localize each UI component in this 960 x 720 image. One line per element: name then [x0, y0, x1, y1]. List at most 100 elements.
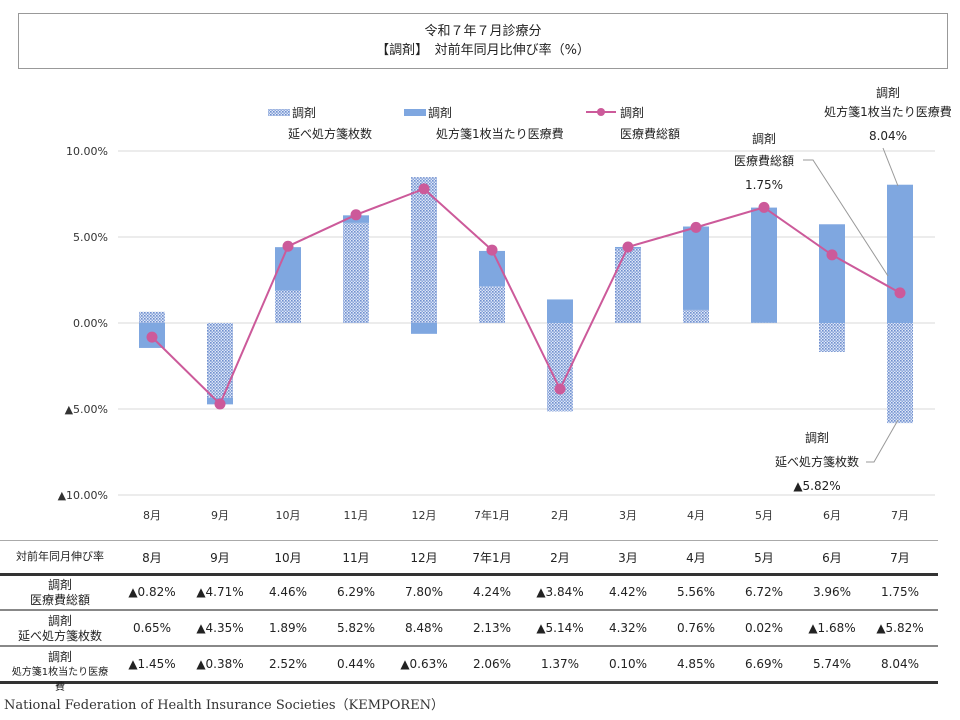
bar-cost-per-prescription [411, 323, 437, 334]
table-row-label: 調剤 医療費総額 [8, 578, 112, 608]
table-month-header: 8月 [142, 551, 162, 565]
legend-swatch [268, 109, 290, 116]
annotation-label: 医療費総額 [734, 153, 794, 168]
table-cell: 2.13% [472, 621, 512, 635]
table-cell: 7.80% [404, 585, 444, 599]
line-total-cost [151, 187, 901, 406]
table-month-header: 4月 [686, 551, 706, 565]
bar-prescription-count [411, 177, 437, 323]
table-cell: ▲0.82% [128, 585, 176, 599]
table-month-header: 6月 [822, 551, 842, 565]
table-cell: 6.29% [336, 585, 376, 599]
table-cell: 4.42% [608, 585, 648, 599]
bar-prescription-count [479, 286, 505, 323]
line-point [214, 398, 226, 410]
table-cell: 5.74% [812, 657, 852, 671]
line-point [146, 331, 158, 343]
bar-prescription-count [547, 323, 573, 412]
table-cell: ▲5.82% [876, 621, 924, 635]
bar-prescription-count [139, 311, 165, 323]
line-point [486, 244, 498, 256]
legend-swatch [597, 108, 605, 116]
table-cell: 0.44% [336, 657, 376, 671]
table-month-header: 7月 [890, 551, 910, 565]
table-row-label: 調剤 処方箋1枚当たり医療費 [8, 650, 112, 695]
y-tick-label: ▲10.00% [58, 489, 108, 502]
annotation-label: 処方箋1枚当たり医療費 [824, 104, 952, 119]
line-point [826, 249, 838, 261]
legend-label: 調剤 [292, 105, 316, 120]
table-cell: ▲4.35% [196, 621, 244, 635]
x-tick-label: 5月 [755, 509, 773, 522]
table-cell: 3.96% [812, 585, 852, 599]
table-cell: 0.10% [608, 657, 648, 671]
bar-prescription-count [343, 222, 369, 323]
x-tick-label: 6月 [823, 509, 841, 522]
leader-line [882, 147, 899, 187]
line-point [554, 383, 566, 395]
table-cell: ▲0.38% [196, 657, 244, 671]
row-label-line: 調剤 [47, 578, 72, 592]
row-label-line: 調剤 [47, 614, 72, 628]
legend-label: 延べ処方箋枚数 [288, 126, 372, 141]
table-month-header: 11月 [342, 551, 370, 565]
annotation-label: 延べ処方箋枚数 [775, 454, 859, 469]
chart: 10.00% 5.00% 0.00% ▲5.00% ▲10.00% 8月 9月 10月 11月 1… [58, 85, 952, 522]
table-cell: 5.56% [676, 585, 716, 599]
annotation-label: 調剤 [876, 85, 900, 100]
line-point [894, 287, 906, 299]
x-tick-label: 7年1月 [474, 508, 510, 522]
bar-cost-per-prescription [819, 224, 845, 323]
bar-prescription-count [683, 309, 709, 323]
table-cell: 6.69% [744, 657, 784, 671]
line-point [622, 241, 634, 253]
table-cell: ▲1.45% [128, 657, 176, 671]
table-cell: ▲3.84% [536, 585, 584, 599]
y-tick-label: 10.00% [66, 145, 108, 158]
table-cell: 8.48% [404, 621, 444, 635]
leader-line [866, 419, 899, 463]
bar-cost-per-prescription [751, 207, 777, 323]
annotation-value: 1.75% [745, 178, 783, 192]
annotation-value: 8.04% [869, 129, 907, 143]
table-rule [0, 540, 938, 541]
x-tick-label: 4月 [687, 509, 705, 522]
table-cell: ▲4.71% [196, 585, 244, 599]
title-line2: 【調剤】 対前年同月比伸び率（%） [376, 43, 590, 58]
table-cell: ▲5.14% [536, 621, 584, 635]
table-cell: 0.65% [132, 621, 172, 635]
y-tick-label: 0.00% [73, 317, 108, 330]
annotation-value: ▲5.82% [793, 479, 840, 493]
table-rule [0, 609, 938, 611]
line-point [758, 201, 770, 213]
table-rule [0, 645, 938, 647]
table-month-header: 3月 [618, 551, 638, 565]
x-tick-label: 9月 [211, 509, 229, 522]
table-month-header: 2月 [550, 551, 570, 565]
x-tick-label: 10月 [276, 509, 301, 522]
table-month-header: 10月 [274, 551, 302, 565]
table-row-label: 調剤 延べ処方箋枚数 [8, 614, 112, 644]
table-cell: 1.75% [880, 585, 920, 599]
bar-cost-per-prescription [683, 226, 709, 310]
legend-label: 医療費総額 [620, 126, 680, 141]
table-month-header: 5月 [754, 551, 774, 565]
legend-swatch [404, 109, 426, 116]
annotation-label: 調剤 [805, 430, 829, 445]
table-cell: 6.72% [744, 585, 784, 599]
row-label-line: 処方箋1枚当たり医療費 [11, 667, 109, 693]
y-tick-label: ▲5.00% [65, 403, 108, 416]
bar-cost-per-prescription [547, 299, 573, 323]
table-cell: ▲0.63% [400, 657, 448, 671]
x-tick-label: 8月 [143, 509, 161, 522]
row-label-line: 医療費総額 [29, 593, 90, 607]
title-line1: 令和７年７月診療分 [424, 24, 542, 39]
table-header-label: 対前年同月伸び率 [16, 550, 104, 563]
x-tick-label: 2月 [551, 509, 569, 522]
table-month-header: 7年1月 [472, 551, 512, 565]
x-tick-label: 7月 [891, 509, 909, 522]
table-cell: 4.85% [676, 657, 716, 671]
table-cell: 4.24% [472, 585, 512, 599]
y-tick-label: 5.00% [73, 231, 108, 244]
line-point [282, 240, 294, 252]
